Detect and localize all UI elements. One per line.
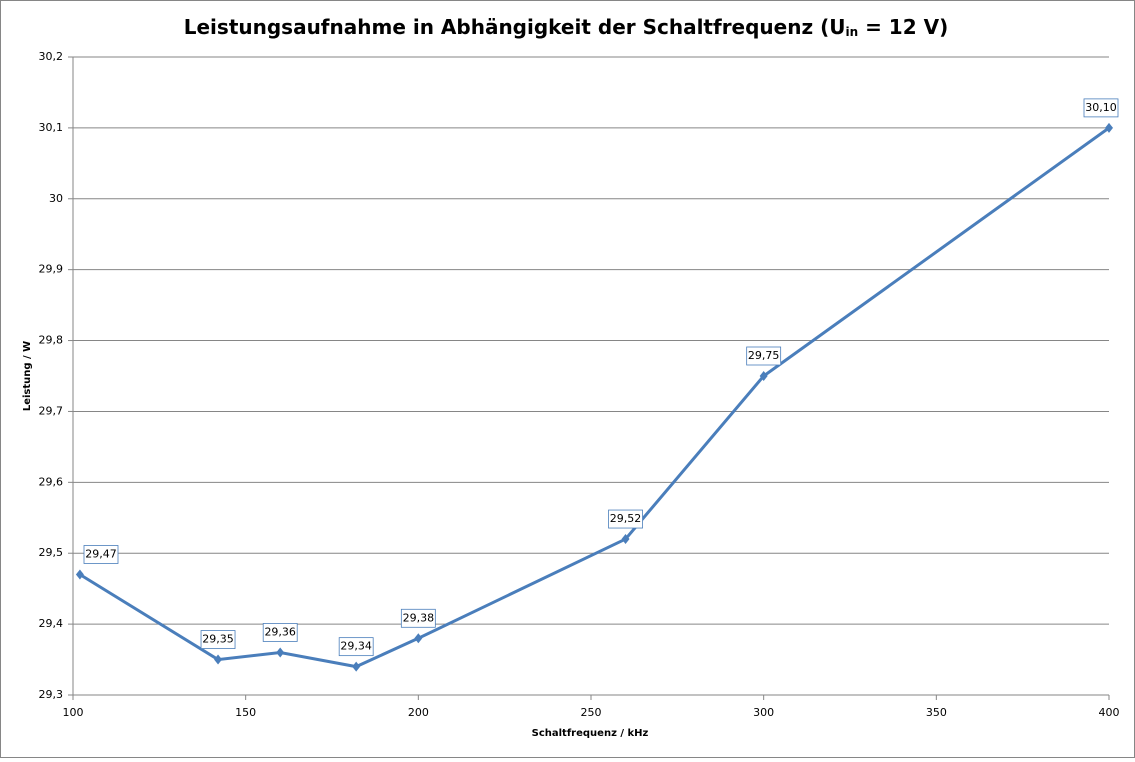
title-subscript: in [845, 25, 858, 39]
data-label: 29,52 [610, 512, 642, 525]
data-label-box [608, 509, 643, 529]
data-label-box [400, 608, 436, 628]
y-tick-label: 29,8 [39, 334, 64, 347]
x-tick-label: 300 [753, 706, 774, 719]
x-tick-label: 400 [1099, 706, 1120, 719]
data-label: 29,38 [403, 611, 435, 624]
x-axis-label: Schaltfrequenz / kHz [532, 728, 649, 739]
y-tick-label: 29,9 [39, 263, 64, 276]
data-point [414, 633, 423, 644]
chart-title: Leistungsaufnahme in Abhängigkeit der Sc… [184, 15, 948, 39]
y-tick-label: 29,7 [39, 404, 64, 417]
x-tick-label: 350 [926, 706, 947, 719]
data-point [75, 569, 84, 580]
data-label: 29,36 [264, 625, 296, 638]
data-label-box [338, 637, 374, 657]
y-tick-label: 30 [49, 192, 63, 205]
data-point [621, 534, 630, 545]
data-point [214, 654, 223, 665]
y-tick-label: 29,5 [39, 546, 64, 559]
y-tick-label: 30,2 [39, 50, 64, 63]
data-point [276, 647, 285, 658]
x-tick-label: 250 [581, 706, 602, 719]
y-tick-label: 29,6 [39, 475, 64, 488]
data-label-box [746, 346, 782, 366]
y-axis-label: Leistung / W [22, 341, 33, 411]
data-label-box [83, 545, 119, 564]
y-tick-label: 29,4 [39, 617, 64, 630]
data-label-box [262, 623, 298, 642]
data-label: 29,34 [340, 640, 372, 653]
data-point [352, 661, 361, 672]
data-label-box [1083, 98, 1119, 118]
data-line [79, 126, 1110, 669]
data-label-box [200, 630, 236, 649]
data-point [1105, 122, 1113, 133]
y-tick-label: 30,1 [39, 121, 64, 134]
data-label: 29,75 [748, 349, 780, 362]
title-part: = 12 V) [858, 15, 948, 39]
title-part: Leistungsaufnahme in Abhängigkeit der Sc… [184, 15, 846, 39]
data-point [759, 371, 768, 381]
data-label: 30,10 [1085, 101, 1117, 114]
y-tick-label: 29,3 [39, 688, 64, 701]
data-label: 29,35 [202, 633, 234, 646]
x-tick-label: 150 [235, 706, 256, 719]
x-tick-label: 200 [408, 706, 429, 719]
data-label: 29,47 [85, 547, 117, 560]
x-tick-label: 100 [63, 706, 84, 719]
